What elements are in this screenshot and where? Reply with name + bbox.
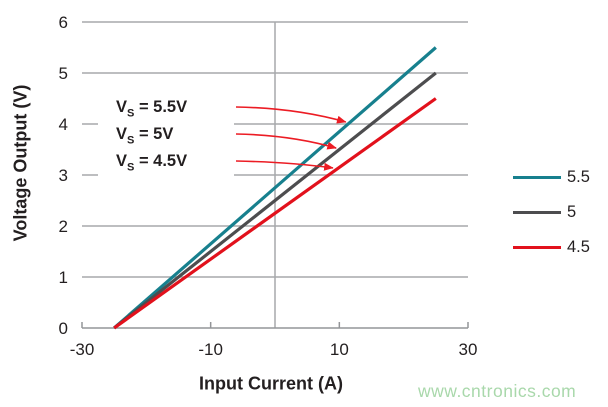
x-tick-label: 30	[459, 340, 478, 359]
annotation-block: VS = 5.5V VS = 5V VS = 4.5V	[98, 92, 234, 177]
series-line-4.5	[113, 97, 437, 330]
series-line-5.5	[113, 46, 437, 330]
legend-item: 5	[513, 195, 590, 230]
legend-swatch	[513, 246, 561, 249]
watermark: www.cntronics.com	[418, 381, 577, 401]
legend-label: 4.5	[567, 238, 590, 256]
annotation-arrow	[235, 106, 347, 124]
x-tick-label: -10	[198, 340, 223, 359]
y-tick-label: 4	[59, 115, 68, 134]
y-tick-label: 0	[59, 319, 68, 338]
y-tick-label: 6	[59, 13, 68, 32]
legend: 5.5 5 4.5	[513, 160, 590, 265]
legend-item: 4.5	[513, 230, 590, 265]
legend-swatch	[513, 176, 561, 179]
y-tick-label: 3	[59, 166, 68, 185]
legend-label: 5.5	[567, 168, 590, 186]
y-axis-title: Voltage Output (V)	[10, 84, 31, 242]
annotation-arrow	[235, 160, 334, 171]
annotation-label: VS = 5V	[116, 125, 174, 147]
y-tick-label: 2	[59, 217, 68, 236]
y-tick-label: 5	[59, 64, 68, 83]
y-tick-label: 1	[59, 268, 68, 287]
annotation-label: VS = 4.5V	[116, 152, 188, 174]
legend-swatch	[513, 211, 561, 214]
x-tick-label: 10	[330, 340, 349, 359]
annotation-label: VS = 5.5V	[116, 98, 188, 120]
series-line-5	[113, 71, 437, 330]
legend-item: 5.5	[513, 160, 590, 195]
x-axis-title: Input Current (A)	[199, 373, 343, 394]
x-tick-label: -30	[70, 340, 95, 359]
legend-label: 5	[567, 203, 577, 221]
annotation-arrow	[235, 133, 337, 150]
